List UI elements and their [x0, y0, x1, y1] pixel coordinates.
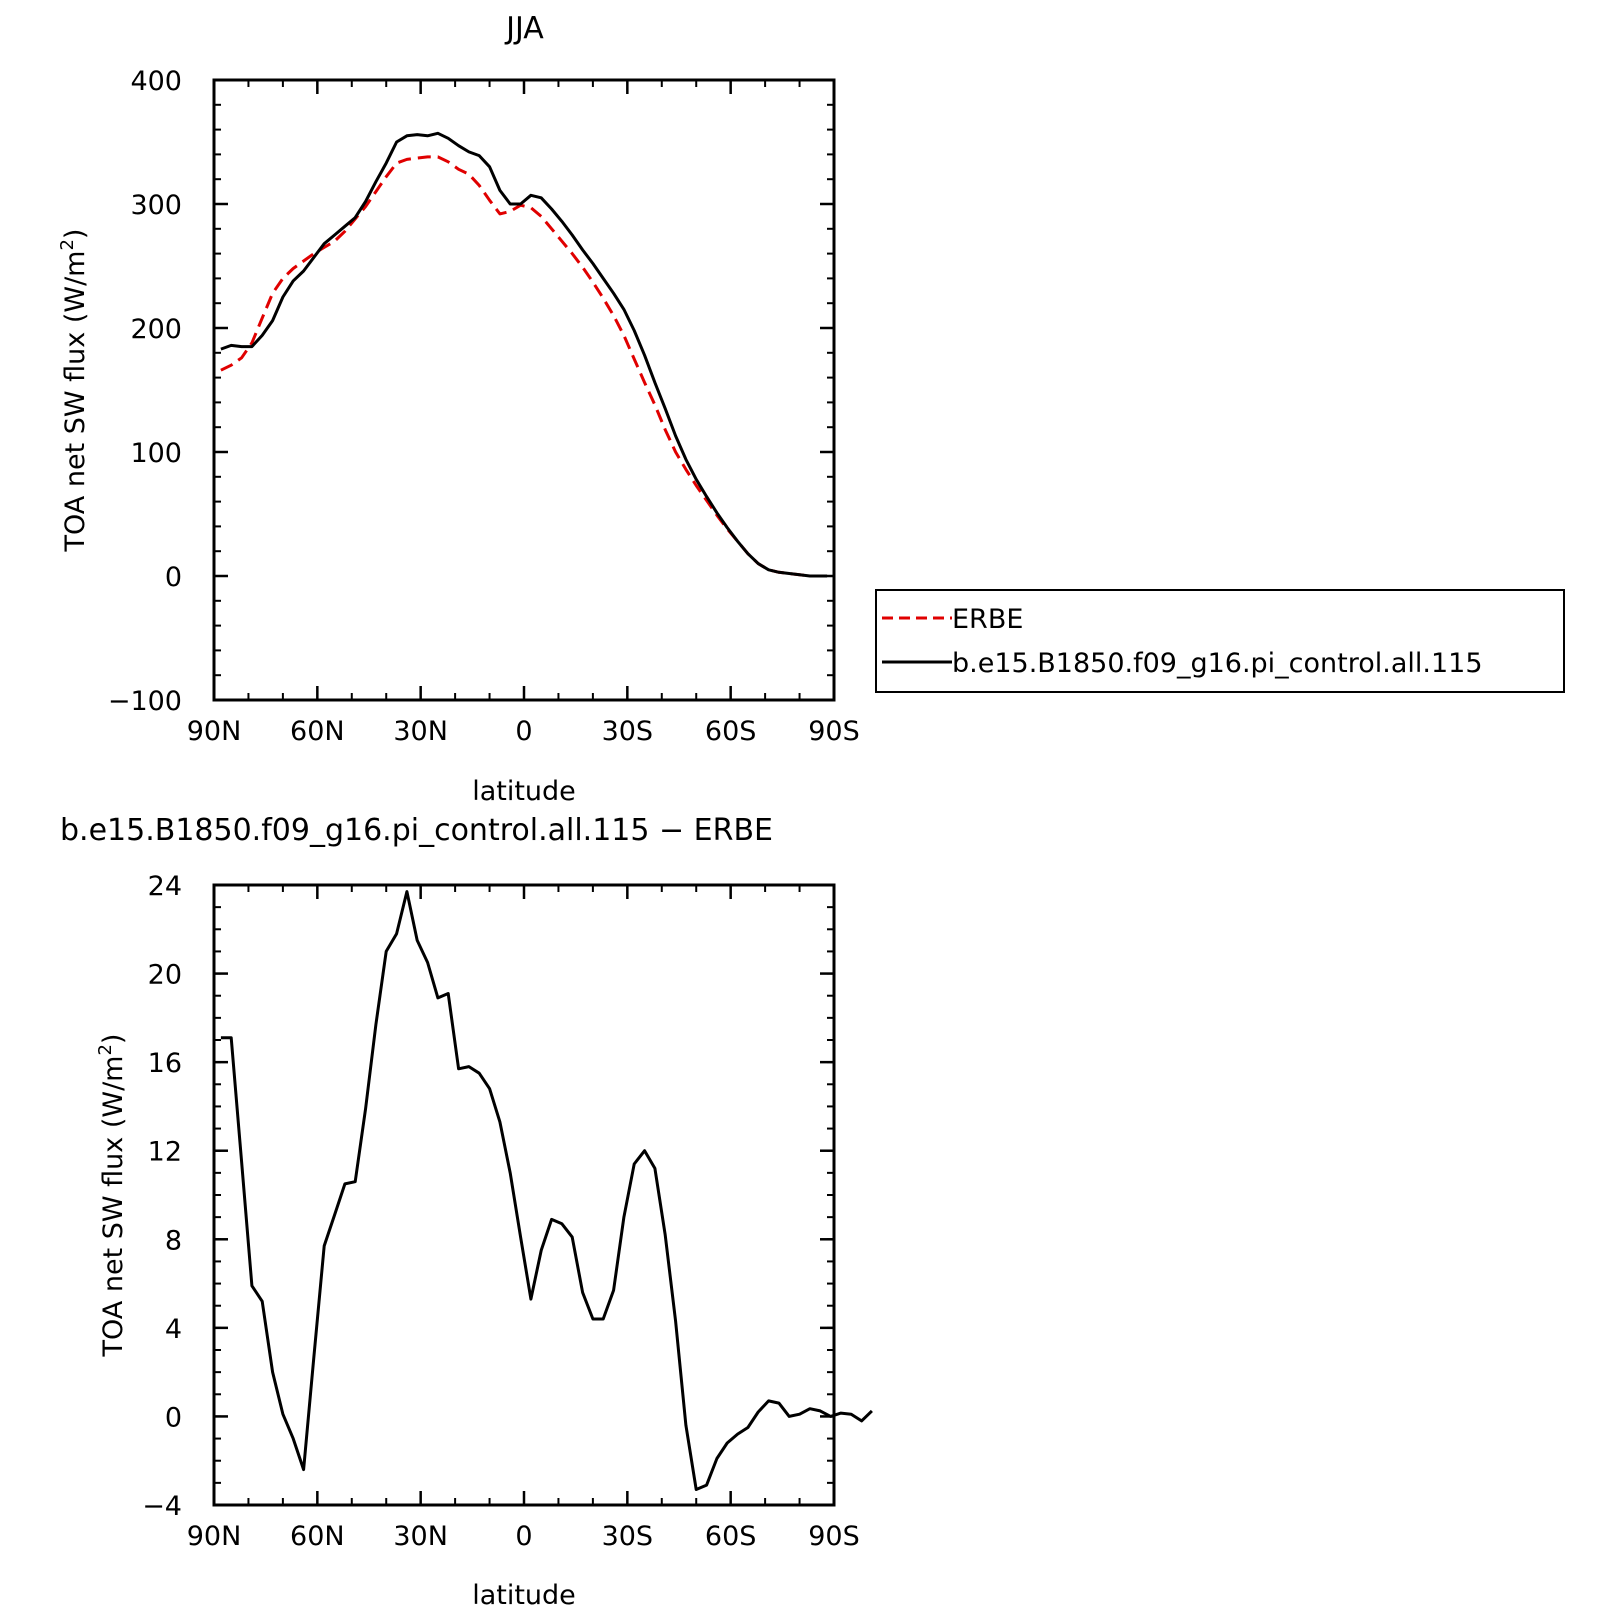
bottom-series-group [220, 890, 873, 1491]
top-plot-frame [212, 78, 836, 702]
legend-frame [875, 589, 1565, 693]
top-y-axis-label: TOA net SW flux (W/m2) [57, 229, 91, 553]
top-series-line-0 [220, 155, 828, 578]
bottom-y-tick-label: 8 [165, 1225, 182, 1256]
bottom-x-axis-label: latitude [472, 1580, 576, 1608]
bottom-series-line-0 [220, 890, 873, 1491]
top-series-line-1 [220, 131, 828, 578]
bottom-y-axis-label: TOA net SW flux (W/m2) [95, 1034, 129, 1358]
bottom-x-tick-label: 30N [393, 1521, 448, 1552]
bottom-y-tick-label: 24 [148, 871, 182, 902]
top-x-tick-label: 30N [393, 716, 448, 747]
top-x-tick-label: 30S [602, 716, 654, 747]
bottom-x-tick-label: 90N [187, 1521, 242, 1552]
top-axis-ticks: 90N 60N 30N 0 30S 60S 90S −100 0 100 200 300 400 [108, 66, 860, 747]
top-y-tick-label: 300 [130, 190, 182, 221]
top-x-axis-label: latitude [472, 776, 576, 807]
bottom-x-tick-label: 30S [602, 1521, 654, 1552]
bottom-y-tick-label: 12 [148, 1137, 182, 1168]
top-y-tick-label: 200 [130, 314, 182, 345]
bottom-y-tick-label: −4 [142, 1491, 182, 1522]
bottom-x-tick-label: 60S [705, 1521, 757, 1552]
bottom-plot-title: b.e15.B1850.f09_g16.pi_control.all.115 −… [60, 813, 773, 848]
top-y-tick-label: 100 [130, 438, 182, 469]
bottom-y-tick-label: 0 [165, 1402, 182, 1433]
top-plot: JJA 90N 60N 30N 0 30S 60S 90S −100 0 100 200 300 400… [57, 11, 860, 807]
top-y-tick-label: 0 [165, 562, 182, 593]
legend-label-erbe: ERBE [952, 604, 1023, 635]
top-y-tick-label: −100 [108, 686, 182, 717]
top-x-tick-label: 0 [515, 716, 532, 747]
bottom-x-tick-label: 90S [808, 1521, 860, 1552]
bottom-y-tick-label: 20 [148, 960, 182, 991]
bottom-plot: b.e15.B1850.f09_g16.pi_control.all.115 −… [60, 813, 873, 1608]
bottom-x-tick-label: 0 [515, 1521, 532, 1552]
bottom-y-tick-label: 16 [148, 1048, 182, 1079]
legend-label-model: b.e15.B1850.f09_g16.pi_control.all.115 [952, 648, 1483, 679]
top-series-group [220, 131, 828, 578]
top-plot-title: JJA [504, 11, 544, 46]
top-x-tick-label: 90N [187, 716, 242, 747]
top-x-tick-label: 60N [290, 716, 345, 747]
top-x-tick-label: 90S [808, 716, 860, 747]
legend: ERBE b.e15.B1850.f09_g16.pi_control.all.… [875, 589, 1565, 693]
bottom-plot-frame [212, 883, 836, 1507]
bottom-y-tick-label: 4 [165, 1314, 182, 1345]
top-x-tick-label: 60S [705, 716, 757, 747]
bottom-x-tick-label: 60N [290, 1521, 345, 1552]
bottom-axis-ticks: 90N 60N 30N 0 30S 60S 90S −4 0 4 8 12 16 20 24 [142, 871, 860, 1552]
top-y-tick-label: 400 [130, 66, 182, 97]
